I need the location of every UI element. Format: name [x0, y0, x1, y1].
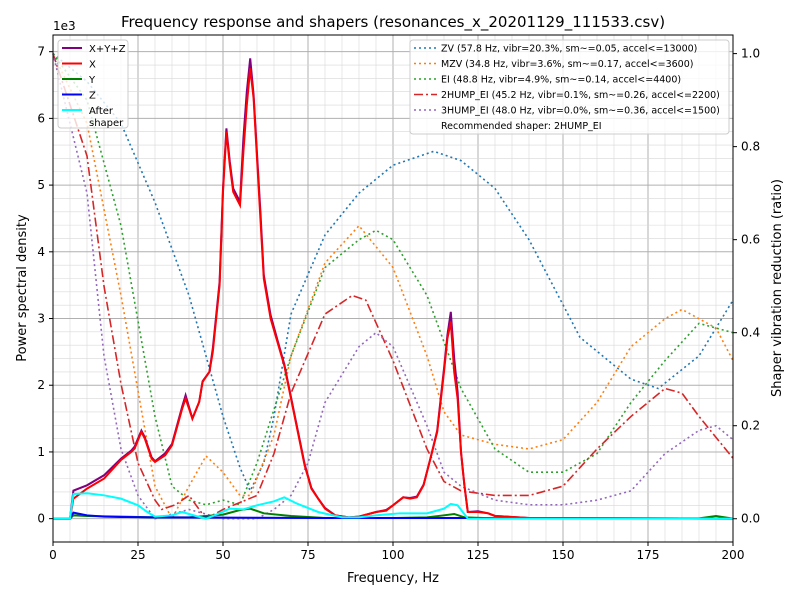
psd-line-4 [53, 492, 733, 520]
x-tick-label: 50 [215, 548, 230, 562]
x-tick-label: 100 [382, 548, 405, 562]
y-tick-label: 1 [37, 445, 45, 459]
plot-lines [52, 52, 734, 521]
x-tick-label: 150 [552, 548, 575, 562]
x-tick-label: 200 [722, 548, 745, 562]
legend-label-psd: X [89, 60, 96, 71]
y-offset-label: 1e3 [53, 19, 76, 33]
x-tick-label: 125 [467, 548, 490, 562]
psd-legend: X+Y+Z XYZ After shaper [57, 39, 129, 129]
y-tick-label: 5 [37, 178, 45, 192]
psd-line-3 [53, 511, 734, 520]
y-tick-label: 6 [37, 111, 45, 125]
y-tick-label: 0 [37, 512, 45, 526]
shaper-line-2 [52, 53, 734, 506]
legend-label-psd: After shaper [89, 106, 124, 129]
y-axis-right-label: Shaper vibration reduction (ratio) [770, 179, 785, 397]
y-tick-label: 4 [37, 245, 45, 259]
x-tick-label: 75 [300, 548, 315, 562]
axis-ticks: 0 25 50 75 100 125 150 175 200 0 1 2 3 4 5 6 7 0.0 0.2 0.4 0… [37, 45, 760, 562]
y-tick-label: 7 [37, 45, 45, 59]
legend-label-psd: Z [89, 91, 96, 102]
x-axis-label: Frequency, Hz [347, 571, 439, 586]
y-right-tick-label: 0.2 [741, 419, 760, 433]
legend-label-shaper: ZV (57.8 Hz, vibr=20.3%, sm~=0.05, accel… [441, 44, 697, 55]
x-tick-label: 175 [637, 548, 660, 562]
y-right-tick-label: 0.0 [741, 512, 760, 526]
y-tick-label: 2 [37, 378, 45, 392]
shaper-line-4 [52, 53, 734, 520]
shaper-line-0 [52, 52, 734, 493]
shaper-legend-box [409, 39, 730, 135]
chart-title: Frequency response and shapers (resonanc… [121, 13, 665, 32]
legend-label-shaper: EI (48.8 Hz, vibr=4.9%, sm~=0.14, accel<… [441, 75, 681, 86]
x-tick-label: 0 [49, 548, 57, 562]
legend-label-shaper: MZV (34.8 Hz, vibr=3.6%, sm~=0.17, accel… [441, 59, 693, 70]
legend-label-psd: Y [88, 75, 96, 86]
y-tick-label: 3 [37, 312, 45, 326]
legend-label-shaper: 3HUMP_EI (48.0 Hz, vibr=0.0%, sm~=0.36, … [441, 106, 720, 117]
psd-legend-box [57, 39, 129, 129]
shaper-line-3 [52, 53, 734, 520]
recommended-shaper: Recommended shaper: 2HUMP_EI [441, 121, 602, 132]
psd-line-1 [53, 68, 734, 520]
y-axis-label: Power spectral density [15, 214, 30, 362]
legend-label-shaper: 2HUMP_EI (45.2 Hz, vibr=0.1%, sm~=0.26, … [441, 90, 720, 101]
x-tick-label: 25 [130, 548, 145, 562]
y-right-tick-label: 0.6 [741, 233, 760, 247]
y-right-tick-label: 1.0 [741, 47, 760, 61]
y-right-tick-label: 0.4 [741, 326, 760, 340]
y-right-tick-label: 0.8 [741, 140, 760, 154]
shaper-line-1 [52, 53, 734, 521]
legend-label-psd: X+Y+Z [89, 44, 126, 55]
shaper-legend: ZV (57.8 Hz, vibr=20.3%, sm~=0.05, accel… [409, 39, 730, 135]
grid [52, 35, 734, 542]
